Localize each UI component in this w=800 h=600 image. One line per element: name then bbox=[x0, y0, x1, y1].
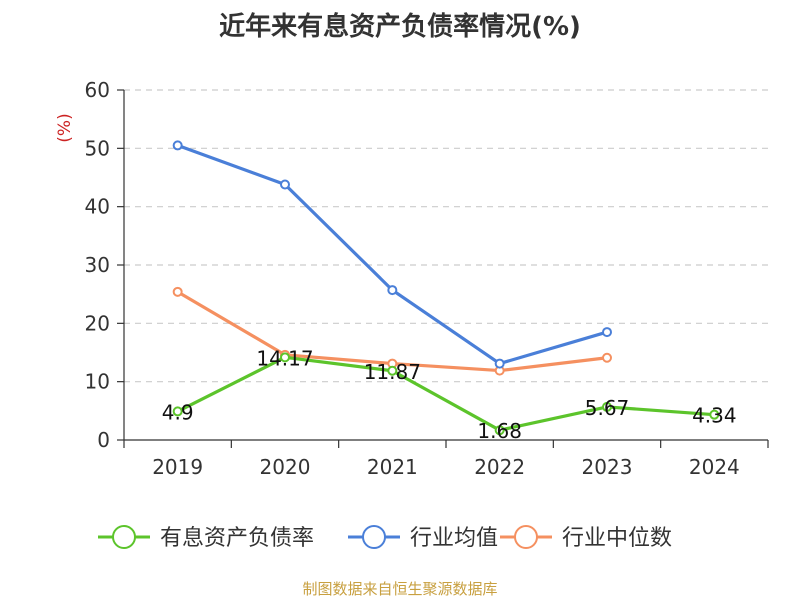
x-tick-label: 2024 bbox=[689, 455, 740, 479]
y-tick-label: 30 bbox=[85, 253, 110, 277]
data-point bbox=[494, 358, 505, 369]
legend-marker-1 bbox=[362, 525, 386, 549]
data-point bbox=[387, 285, 398, 296]
y-tick-label: 10 bbox=[85, 370, 110, 394]
y-tick-label: 60 bbox=[85, 78, 110, 102]
data-point bbox=[709, 409, 720, 420]
legend: 有息资产负债率 行业均值 行业中位数 bbox=[98, 525, 672, 551]
series bbox=[172, 140, 720, 436]
y-tick-label: 20 bbox=[85, 311, 110, 335]
legend-marker-0 bbox=[112, 525, 136, 549]
y-axis-label: (%) bbox=[55, 113, 75, 142]
data-point bbox=[172, 140, 183, 151]
legend-label: 行业均值 bbox=[410, 526, 498, 551]
data-point bbox=[280, 352, 290, 363]
data-point bbox=[494, 425, 505, 436]
y-tick-label: 40 bbox=[85, 195, 110, 219]
x-tick-label: 2022 bbox=[474, 455, 525, 479]
legend-label: 有息资产负债率 bbox=[160, 526, 314, 551]
data-label: 14.17 bbox=[256, 346, 313, 370]
x-tick-label: 2021 bbox=[367, 455, 418, 479]
axes: 0 10 20 30 40 50 60 (%) 2019 2020 2021 2022 2023 2024 bbox=[55, 78, 769, 479]
data-point bbox=[172, 406, 183, 417]
legend-label: 行业中位数 bbox=[562, 526, 672, 551]
data-point bbox=[172, 286, 183, 297]
x-tick-label: 2020 bbox=[260, 455, 311, 479]
data-point bbox=[602, 401, 612, 412]
source-note: 制图数据来自恒生聚源数据库 bbox=[302, 580, 498, 598]
data-point bbox=[602, 327, 612, 338]
data-point bbox=[280, 179, 290, 190]
data-label: 5.67 bbox=[585, 396, 630, 420]
data-point bbox=[387, 365, 398, 376]
y-tick-label: 50 bbox=[85, 136, 110, 160]
x-tick-label: 2023 bbox=[582, 455, 633, 479]
chart-title: 近年来有息资产负债率情况(%) bbox=[219, 12, 581, 42]
data-point bbox=[602, 352, 612, 363]
series-line-0 bbox=[176, 355, 715, 432]
data-label: 4.9 bbox=[162, 400, 194, 424]
data-label: 11.87 bbox=[364, 360, 421, 384]
data-label: 1.68 bbox=[477, 419, 522, 443]
gridlines bbox=[124, 89, 768, 383]
y-tick-label: 0 bbox=[97, 428, 110, 452]
legend-marker-2 bbox=[514, 525, 538, 549]
data-label: 4.34 bbox=[692, 404, 737, 428]
data-labels: 4.9 14.17 11.87 1.68 5.67 4.34 bbox=[162, 346, 737, 443]
x-tick-label: 2019 bbox=[152, 455, 203, 479]
